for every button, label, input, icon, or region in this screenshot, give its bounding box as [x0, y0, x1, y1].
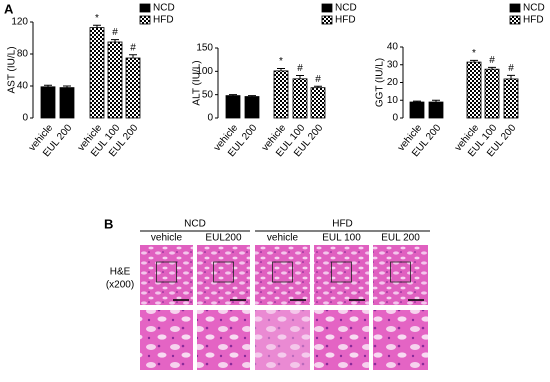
bar [107, 41, 123, 119]
error-bar [470, 59, 478, 63]
significance-mark: * [472, 48, 476, 59]
error-bar [277, 68, 285, 71]
y-tick-label: 100 [196, 66, 213, 77]
y-tick-label: 40 [17, 81, 29, 92]
bar [292, 78, 308, 119]
y-tick-label: 0 [392, 113, 398, 124]
tissue-zoom [197, 310, 250, 370]
column-label: vehicle [151, 233, 183, 244]
error-bar [93, 24, 101, 28]
y-tick-label: 20 [387, 77, 399, 88]
row-label: (x200) [106, 280, 134, 291]
error-bar [44, 84, 52, 87]
bar [244, 96, 260, 119]
tissue-zoom [373, 310, 428, 370]
legend-swatch [321, 3, 333, 13]
bar [59, 87, 75, 119]
legend-swatch [509, 15, 521, 25]
legend-swatch [321, 15, 333, 25]
tissue-zoom [140, 310, 193, 370]
error-bar [248, 95, 256, 97]
bar [503, 78, 519, 119]
significance-mark: # [130, 42, 136, 53]
column-label: EUL 200 [381, 233, 420, 244]
significance-mark: * [279, 56, 283, 67]
bar [89, 27, 105, 119]
tissue-image [373, 245, 428, 305]
legend-swatch [139, 3, 151, 13]
significance-mark: # [489, 55, 495, 66]
error-bar [296, 75, 304, 79]
legend-label: HFD [523, 15, 544, 26]
error-bar [507, 74, 515, 79]
row-label: H&E [110, 267, 131, 278]
tissue-image [140, 245, 193, 305]
legend-label: HFD [335, 15, 356, 26]
error-bar [413, 100, 421, 103]
y-tick-label: 80 [17, 49, 29, 60]
y-tick-label: 30 [387, 59, 399, 70]
group-label: NCD [184, 219, 206, 230]
tissue-image [197, 245, 250, 305]
zoom-box [213, 261, 234, 283]
panel-label: B [104, 216, 113, 231]
significance-mark: * [95, 13, 99, 24]
y-tick-label: 120 [11, 17, 28, 28]
bar [409, 101, 425, 119]
significance-mark: # [112, 27, 118, 38]
error-bar [314, 85, 322, 88]
y-axis-label: AST (IU/L) [7, 46, 18, 93]
zoom-box [156, 261, 177, 283]
y-axis-label: ALT (IU/L) [192, 60, 203, 105]
y-axis-label: GGT (IU/L) [375, 58, 386, 107]
significance-mark: # [315, 74, 321, 85]
bar [273, 70, 289, 119]
significance-mark: # [297, 63, 303, 74]
error-bar [229, 94, 237, 96]
zoom-box [272, 261, 293, 283]
tissue-zoom-overlay [255, 310, 310, 370]
bar [225, 95, 241, 119]
y-tick-label: 0 [207, 113, 213, 124]
tissue-zoom [314, 310, 369, 370]
legend-swatch [509, 3, 521, 13]
error-bar [63, 85, 71, 88]
bar [428, 101, 444, 119]
significance-mark: # [508, 63, 514, 74]
y-tick-label: 50 [202, 89, 214, 100]
column-label: vehicle [267, 233, 299, 244]
tissue-image [255, 245, 310, 305]
y-tick-label: 40 [387, 42, 399, 53]
legend-label: NCD [335, 3, 357, 14]
error-bar [129, 54, 137, 58]
zoom-box [331, 261, 352, 283]
bar [310, 87, 326, 119]
error-bar [111, 39, 119, 42]
tissue-image [314, 245, 369, 305]
error-bar [432, 99, 440, 103]
zoom-box [390, 261, 411, 283]
legend-label: NCD [153, 3, 175, 14]
legend-swatch [139, 15, 151, 25]
error-bar [488, 66, 496, 70]
legend-label: HFD [153, 15, 174, 26]
y-tick-label: 0 [22, 113, 28, 124]
group-label: HFD [332, 219, 353, 230]
legend-label: NCD [523, 3, 545, 14]
y-tick-label: 10 [387, 95, 399, 106]
bar [40, 86, 56, 119]
histology-panel: NCD HFD vehicle EUL200 vehicle EUL 100 EUL 200… [106, 219, 430, 370]
column-label: EUL200 [205, 233, 242, 244]
y-tick-label: 150 [196, 43, 213, 54]
panel-label: A [4, 1, 14, 16]
bar [125, 57, 141, 119]
bar [484, 68, 500, 119]
column-label: EUL 100 [322, 233, 361, 244]
bar [466, 61, 482, 119]
